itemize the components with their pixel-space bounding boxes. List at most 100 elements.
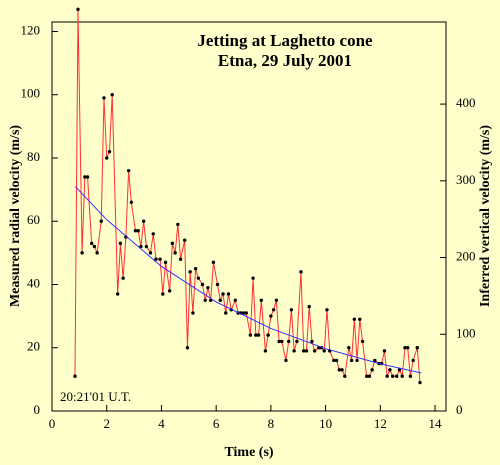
data-point: [312, 349, 317, 353]
data-point: [188, 270, 192, 274]
data-point: [233, 298, 238, 303]
data-point: [126, 168, 131, 173]
data-point: [178, 257, 183, 261]
data-point: [85, 175, 90, 179]
data-point: [385, 374, 389, 378]
data-point: [211, 260, 216, 265]
x-tick-label: 0: [49, 416, 56, 431]
data-point: [390, 374, 395, 378]
y2-tick-label: 0: [456, 402, 463, 417]
data-point: [304, 349, 309, 353]
data-point: [408, 374, 413, 378]
data-point: [144, 244, 149, 249]
data-point: [200, 282, 205, 287]
data-point: [334, 358, 339, 363]
y2-tick-label: 100: [456, 325, 476, 340]
data-point: [89, 241, 94, 246]
data-point: [73, 374, 77, 378]
data-point: [151, 232, 155, 236]
data-point: [136, 229, 140, 233]
data-point: [176, 222, 180, 227]
data-point: [388, 368, 392, 372]
data-point: [185, 346, 190, 350]
data-point: [367, 374, 372, 378]
x-axis-title: Time (s): [224, 445, 273, 460]
data-point: [254, 333, 258, 337]
x-tick-label: 8: [268, 416, 275, 431]
data-point: [415, 346, 419, 350]
data-point: [280, 339, 284, 344]
data-point: [310, 339, 314, 344]
y-tick-label: 40: [27, 275, 40, 290]
x-tick-label: 14: [429, 416, 443, 431]
data-point: [110, 93, 114, 97]
x-tick-label: 4: [158, 416, 165, 431]
fit-curve: [74, 186, 422, 374]
data-point: [418, 380, 422, 385]
data-point: [83, 175, 87, 179]
data-point: [286, 339, 291, 344]
y2-tick-label: 400: [456, 95, 476, 110]
data-point: [141, 219, 146, 223]
data-point: [107, 149, 112, 154]
data-point: [259, 298, 264, 303]
data-point: [266, 333, 270, 337]
data-point: [343, 374, 347, 378]
data-point: [364, 374, 369, 378]
data-point: [102, 96, 106, 100]
data-point: [173, 251, 177, 255]
data-point: [382, 349, 387, 353]
y2-tick-label: 300: [456, 172, 476, 187]
y-tick-label: 120: [21, 22, 41, 37]
data-point: [244, 311, 248, 315]
data-point: [218, 298, 222, 303]
data-point: [158, 257, 162, 261]
data-point: [289, 308, 294, 312]
data-point: [139, 244, 143, 249]
y2-axis-title: Inferred vertical velocity (m/s): [478, 125, 493, 307]
y2-tick-label: 200: [456, 249, 476, 264]
data-point: [352, 317, 357, 321]
data-point: [370, 368, 374, 372]
y-tick-label: 60: [27, 212, 40, 227]
data-point: [322, 349, 326, 353]
data-point: [183, 238, 187, 242]
data-point: [337, 368, 341, 372]
data-point: [105, 156, 109, 160]
x-tick-label: 2: [103, 416, 110, 431]
data-point: [161, 292, 165, 296]
annotation: 20:21'01 U.T.: [60, 389, 131, 404]
data-point: [80, 251, 84, 255]
data-point: [193, 266, 198, 271]
data-point: [355, 358, 359, 363]
data-point: [340, 368, 344, 372]
data-point: [400, 374, 404, 378]
x-tick-label: 12: [374, 416, 387, 431]
data-point: [269, 314, 273, 318]
data-point: [251, 276, 255, 280]
data-point: [191, 311, 195, 315]
data-point: [411, 358, 415, 363]
data-point: [295, 339, 299, 344]
x-tick-label: 6: [213, 416, 220, 431]
plot-frame: [51, 21, 447, 412]
data-point: [118, 241, 123, 246]
data-point: [256, 333, 261, 337]
data-point: [196, 276, 201, 280]
y-tick-label: 0: [34, 402, 41, 417]
data-point: [215, 282, 220, 287]
data-point: [332, 358, 336, 363]
data-point: [299, 270, 303, 274]
data-point: [292, 349, 296, 353]
chart-subtitle: Etna, 29 July 2001: [218, 51, 352, 70]
y-axis-title: Measured radial velocity (m/s): [8, 125, 23, 307]
data-point: [226, 292, 231, 296]
data-point: [248, 333, 253, 337]
data-point: [347, 346, 351, 350]
data-point: [349, 358, 354, 363]
data-point: [170, 241, 175, 246]
data-point: [129, 200, 134, 204]
data-point: [271, 308, 276, 312]
data-point: [241, 311, 246, 315]
